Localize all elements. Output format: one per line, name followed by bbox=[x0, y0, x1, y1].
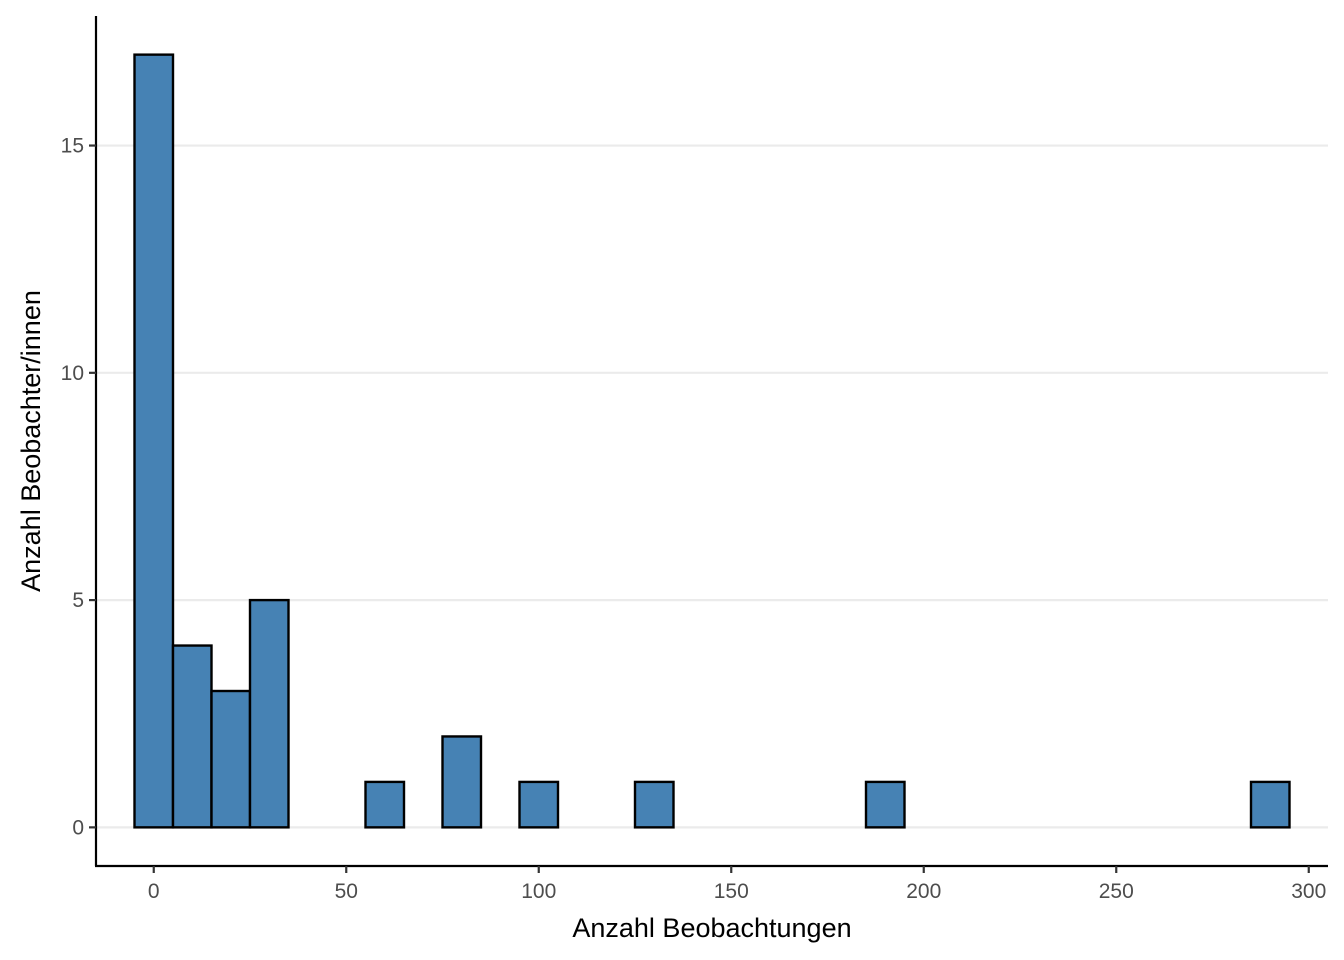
bar-bin-290 bbox=[1249, 780, 1291, 829]
y-tick-label-15: 15 bbox=[61, 135, 84, 158]
bars bbox=[133, 53, 1291, 829]
bar-bin-100 bbox=[518, 780, 560, 829]
axes bbox=[94, 16, 1328, 868]
x-tick-label-100: 100 bbox=[521, 880, 556, 903]
x-axis-title: Anzahl Beobachtungen bbox=[572, 913, 851, 943]
bar-bin-30 bbox=[248, 598, 290, 829]
y-tick-label-0: 0 bbox=[72, 816, 84, 839]
bar-bin-10 bbox=[171, 644, 213, 829]
bar-bin-0 bbox=[133, 53, 175, 829]
bar-bin-190 bbox=[864, 780, 906, 829]
y-axis-title: Anzahl Beobachter/innen bbox=[16, 290, 46, 592]
bar-bin-60 bbox=[364, 780, 406, 829]
y-tick-label-10: 10 bbox=[61, 362, 84, 385]
bar-bin-80 bbox=[441, 735, 483, 829]
x-tick-label-250: 250 bbox=[1099, 880, 1134, 903]
gridlines bbox=[96, 144, 1328, 829]
x-tick-label-0: 0 bbox=[148, 880, 160, 903]
x-tick-label-150: 150 bbox=[714, 880, 749, 903]
x-tick-label-200: 200 bbox=[906, 880, 941, 903]
bar-bin-20 bbox=[210, 689, 252, 829]
x-tick-label-50: 50 bbox=[335, 880, 358, 903]
y-tick-label-5: 5 bbox=[72, 589, 84, 612]
x-tick-label-300: 300 bbox=[1291, 880, 1326, 903]
bar-bin-130 bbox=[633, 780, 675, 829]
